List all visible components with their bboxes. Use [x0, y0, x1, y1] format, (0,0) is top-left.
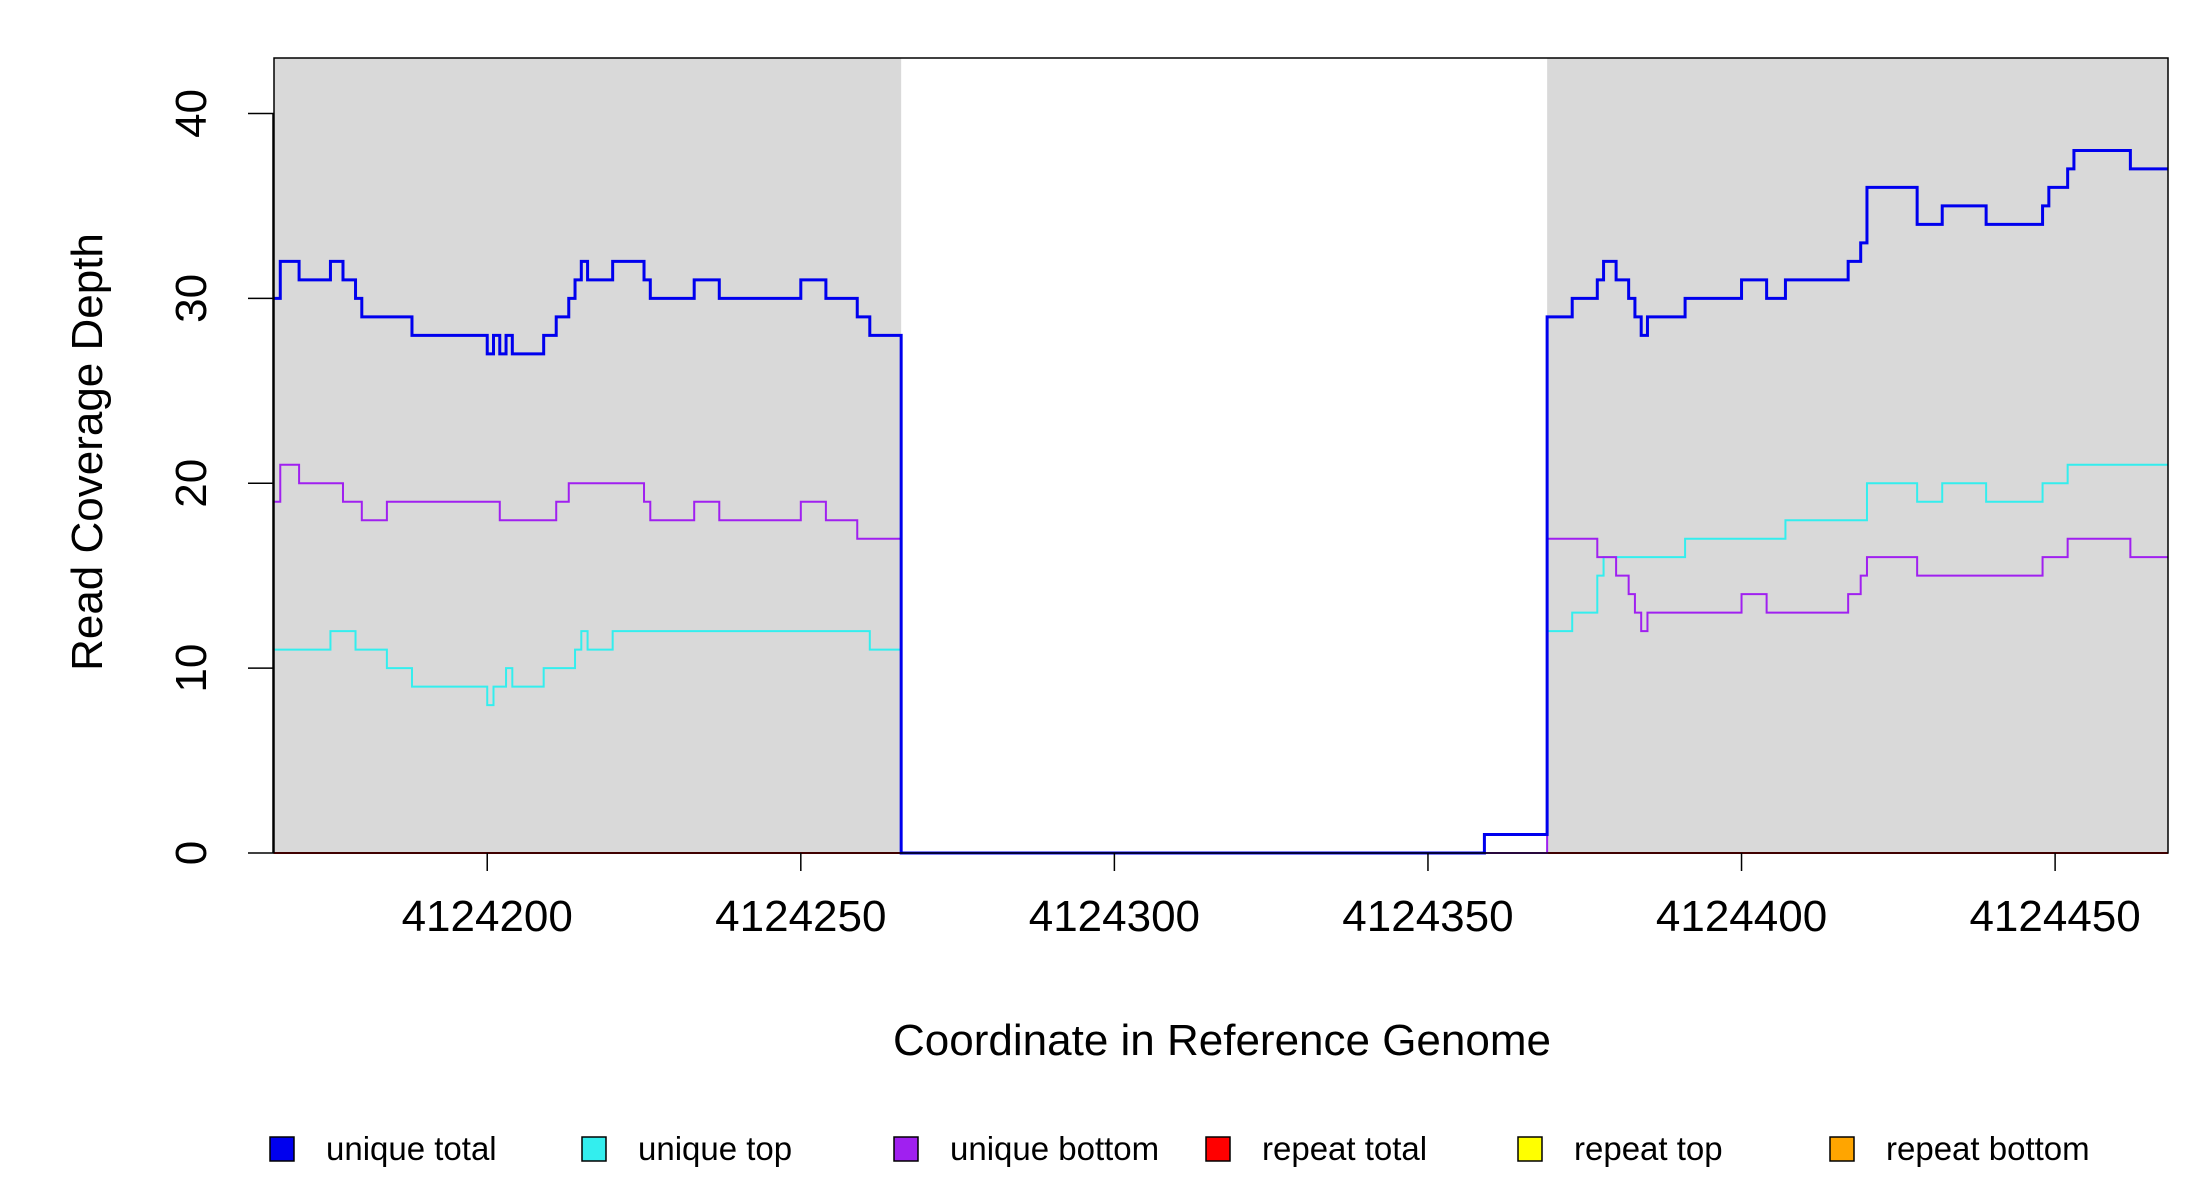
x-tick-label: 4124350 [1342, 892, 1513, 941]
x-axis-title: Coordinate in Reference Genome [893, 1016, 1551, 1065]
shaded-regions [274, 58, 2168, 853]
series-line-unique-top [274, 463, 2168, 854]
y-axis: 0 10 20 30 40 [167, 89, 274, 865]
x-axis: 4124200 4124250 4124300 4124350 4124400 41244… [402, 853, 2141, 941]
x-tick-label: 4124200 [402, 892, 573, 941]
shaded-region-2 [1547, 58, 2168, 853]
plot-frame [273, 57, 2169, 854]
legend-label-unique-total: unique total [326, 1130, 497, 1167]
legend-swatch-unique-top [581, 1136, 607, 1162]
x-tick-label: 4124450 [1969, 892, 2140, 941]
y-tick-label: 20 [167, 459, 216, 508]
x-tick-label: 4124250 [715, 892, 886, 941]
legend-swatch-repeat-total [1205, 1136, 1231, 1162]
legend-label-repeat-top: repeat top [1574, 1130, 1723, 1167]
x-tick-label: 4124300 [1029, 892, 1200, 941]
legend-swatch-repeat-top [1517, 1136, 1543, 1162]
y-axis-title: Read Coverage Depth [63, 233, 112, 671]
legend-swatch-repeat-bottom [1829, 1136, 1855, 1162]
legend-label-unique-bottom: unique bottom [950, 1130, 1159, 1167]
y-tick-label: 30 [167, 274, 216, 323]
y-tick-label: 0 [167, 841, 216, 865]
shaded-region-1 [274, 58, 902, 853]
legend-label-repeat-total: repeat total [1262, 1130, 1427, 1167]
series-line-unique-total [274, 148, 2168, 855]
y-tick-label: 10 [167, 644, 216, 693]
legend-label-repeat-bottom: repeat bottom [1886, 1130, 2090, 1167]
x-tick-label: 4124400 [1656, 892, 1827, 941]
legend: unique total unique top unique bottom repea… [269, 1130, 2090, 1167]
y-tick-label: 40 [167, 89, 216, 138]
legend-swatch-unique-bottom [893, 1136, 919, 1162]
legend-swatch-unique-total [269, 1136, 295, 1162]
legend-label-unique-top: unique top [638, 1130, 792, 1167]
